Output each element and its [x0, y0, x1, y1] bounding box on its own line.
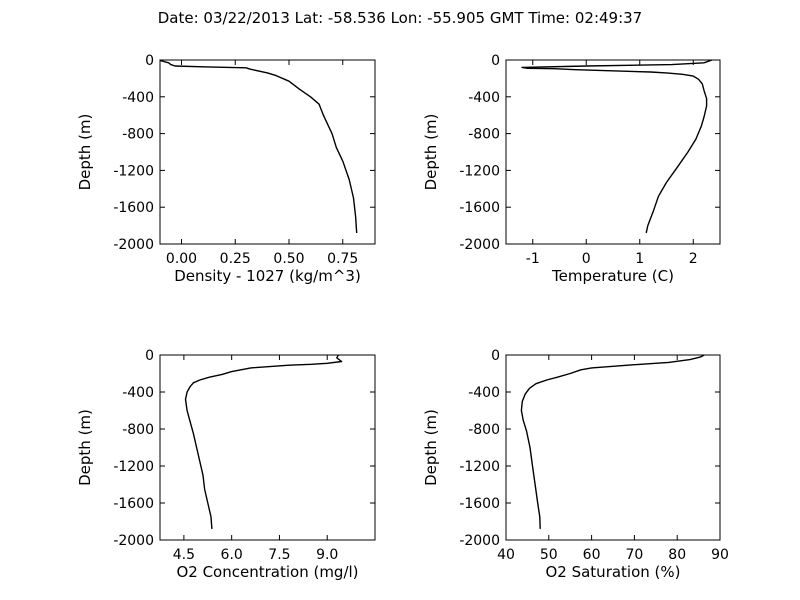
o2-saturation-ytick-label: -2000: [459, 533, 500, 549]
o2-concentration-ytick-label: -2000: [113, 533, 154, 549]
temperature-ytick-label: -2000: [459, 237, 500, 253]
o2-saturation-xtick-label: 40: [497, 547, 515, 563]
density-xtick-label: 0.25: [220, 251, 251, 267]
o2-saturation-xtick-label: 50: [540, 547, 558, 563]
density-xtick-label: 0.75: [327, 251, 358, 267]
temperature-ytick-label: 0: [491, 53, 500, 69]
temperature-xtick-label: 2: [689, 251, 698, 267]
temperature-xlabel: Temperature (C): [551, 267, 674, 285]
o2-saturation-chart: 40 50 60 70 80 90 0 -400 -800 -1200 -1600 -2000 O2 S…: [422, 348, 729, 581]
o2-concentration-ytick-label: -1200: [113, 459, 154, 475]
o2-saturation-ytick-label: 0: [491, 348, 500, 364]
o2-saturation-ytick-label: -400: [468, 385, 500, 401]
o2-concentration-ytick-label: -400: [122, 385, 154, 401]
temperature-xtick-label: 1: [635, 251, 644, 267]
o2-saturation-xtick-label: 80: [668, 547, 686, 563]
o2-saturation-ylabel: Depth (m): [422, 409, 440, 486]
density-xtick-label: 0.00: [166, 251, 197, 267]
temperature-profile-line: [521, 59, 713, 234]
o2-concentration-xtick-label: 7.5: [268, 547, 290, 563]
density-ytick-label: -800: [122, 127, 154, 143]
temperature-xtick-label: -1: [526, 251, 540, 267]
o2-saturation-ytick-label: -1200: [459, 459, 500, 475]
o2-concentration-xtick-label: 4.5: [173, 547, 195, 563]
temperature-ylabel: Depth (m): [422, 114, 440, 191]
density-chart: 0.00 0.25 0.50 0.75 0 -400 -800 -1200 -1600 -2000…: [76, 53, 376, 285]
o2-saturation-profile-line: [520, 354, 705, 529]
o2-saturation-ytick-label: -800: [468, 422, 500, 438]
density-ylabel: Depth (m): [76, 114, 94, 191]
o2-concentration-ytick-label: 0: [145, 348, 154, 364]
o2-saturation-xtick-label: 60: [583, 547, 601, 563]
temperature-axes-frame: [505, 59, 721, 245]
temperature-ytick-label: -1200: [459, 163, 500, 179]
o2-concentration-xlabel: O2 Concentration (mg/l): [176, 563, 358, 581]
o2-concentration-chart: 4.5 6.0 7.5 9.0 0 -400 -800 -1200 -1600 -2000 O2 C…: [76, 348, 376, 581]
temperature-chart: -1 0 1 2 0 -400 -800 -1200 -1600 -2000 Temperature…: [422, 53, 721, 285]
o2-concentration-profile-line: [184, 354, 343, 529]
density-xlabel: Density - 1027 (kg/m^3): [174, 267, 361, 285]
o2-saturation-axes-frame: [505, 354, 721, 541]
o2-concentration-axes-frame: [159, 354, 376, 541]
o2-concentration-ytick-label: -1600: [113, 496, 154, 512]
density-ytick-label: 0: [145, 53, 154, 69]
o2-concentration-ylabel: Depth (m): [76, 409, 94, 486]
density-ytick-label: -2000: [113, 237, 154, 253]
temperature-ytick-label: -400: [468, 90, 500, 106]
density-axes-frame: [159, 59, 376, 245]
density-xtick-label: 0.50: [273, 251, 304, 267]
subplots: 0.00 0.25 0.50 0.750-400-800-1200-1600-2000…: [76, 53, 729, 581]
temperature-xtick-label: 0: [582, 251, 591, 267]
o2-saturation-xtick-label: 90: [711, 547, 729, 563]
density-ytick-label: -1600: [113, 200, 154, 216]
temperature-ytick-label: -1600: [459, 200, 500, 216]
o2-saturation-xtick-label: 70: [625, 547, 643, 563]
o2-concentration-ytick-label: -800: [122, 422, 154, 438]
density-ytick-label: -1200: [113, 163, 154, 179]
figure-title: Date: 03/22/2013 Lat: -58.536 Lon: -55.9…: [158, 9, 642, 27]
density-ytick-label: -400: [122, 90, 154, 106]
temperature-ytick-label: -800: [468, 127, 500, 143]
density-profile-line: [159, 59, 358, 234]
o2-concentration-xtick-label: 6.0: [221, 547, 243, 563]
o2-saturation-ytick-label: -1600: [459, 496, 500, 512]
o2-concentration-xtick-label: 9.0: [316, 547, 338, 563]
o2-saturation-xlabel: O2 Saturation (%): [545, 563, 680, 581]
